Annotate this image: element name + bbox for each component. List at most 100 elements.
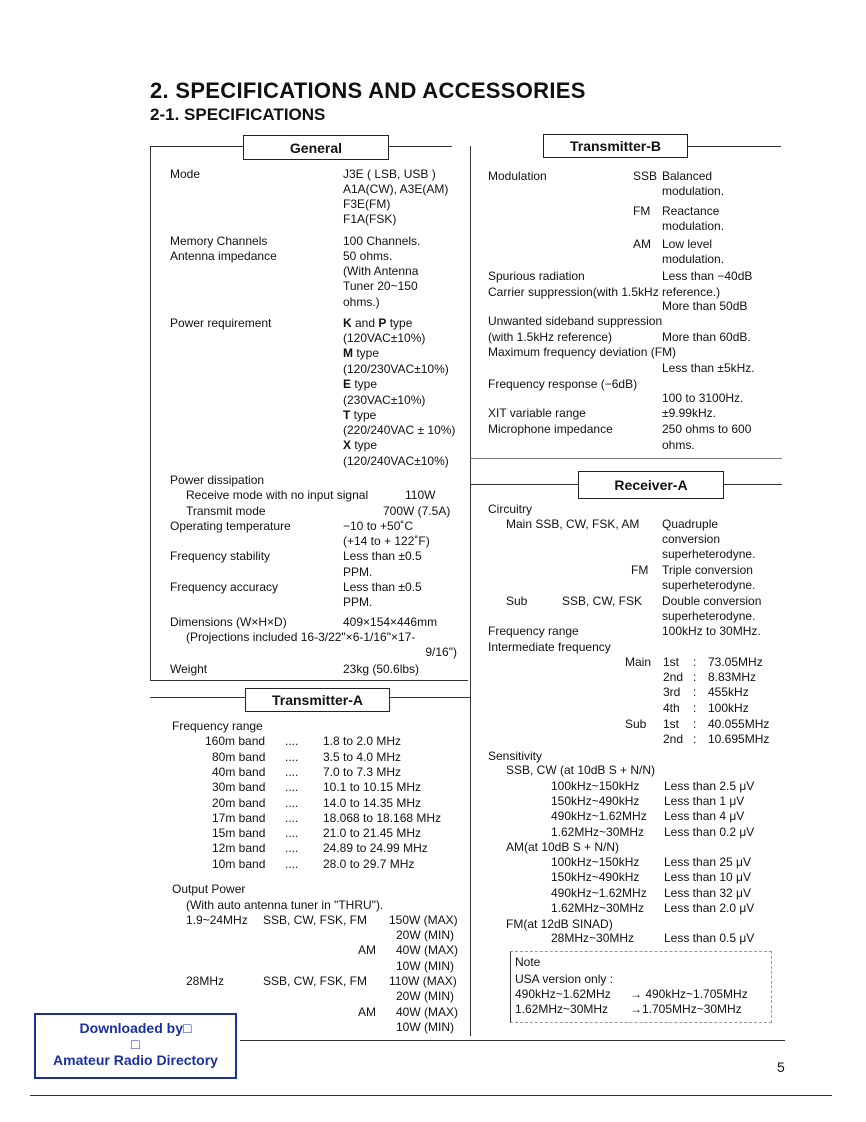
receiver-a-value: Less than 25 μV [664, 855, 751, 869]
transmitter-a-label: 15m band [212, 826, 266, 840]
divider [686, 146, 781, 147]
general-label: Dimensions (W×H×D) [170, 615, 287, 629]
transmitter-a-label: 30m band [212, 780, 266, 794]
note-value: →1.705MHz~30MHz [630, 1002, 742, 1016]
transmitter-a-label: (With auto antenna tuner in "THRU"). [186, 898, 384, 912]
transmitter-b-label: Spurious radiation [488, 269, 585, 283]
divider [470, 458, 782, 459]
receiver-a-value: Less than 32 μV [664, 886, 751, 900]
transmitter-b-value: ohms. [662, 438, 695, 452]
general-value: −10 to +50˚C [343, 519, 414, 533]
page-number: 5 [777, 1059, 785, 1075]
general-label: Frequency stability [170, 549, 271, 563]
receiver-a-label: 100kHz~150kHz [551, 855, 640, 869]
general-value: 700W (7.5A) [383, 504, 451, 518]
transmitter-a-label: Frequency range [172, 719, 263, 733]
transmitter-a-label: 80m band [212, 750, 266, 764]
transmitter-b-label: Microphone impedance [488, 422, 613, 436]
general-value: 9/16") [425, 645, 457, 659]
receiver-a-label: Sub [625, 717, 647, 731]
transmitter-a-label: 12m band [212, 841, 266, 855]
general-value: PPM. [343, 595, 373, 609]
divider [722, 484, 782, 485]
transmitter-b-label: Modulation [488, 169, 547, 183]
transmitter-a-value: 14.0 to 14.35 MHz [323, 796, 422, 810]
general-label: Mode [170, 167, 201, 181]
transmitter-b-value: Less than ±5kHz. [662, 361, 755, 375]
transmitter-a-value: 40W (MAX) [396, 1005, 459, 1019]
transmitter-a-value: SSB, CW, FSK, FM [263, 913, 368, 927]
transmitter-a-label: 17m band [212, 811, 266, 825]
page-title: 2. SPECIFICATIONS AND ACCESSORIES [150, 78, 586, 103]
transmitter-a-label: 1.9~24MHz [186, 913, 248, 927]
transmitter-a-value: 18.068 to 18.168 MHz [323, 811, 442, 825]
watermark-line: □ [131, 1036, 140, 1052]
receiver-a-value: Less than 1 μV [664, 794, 745, 808]
receiver-a-value: 2nd [663, 670, 684, 684]
receiver-a-value: FM [631, 563, 649, 577]
receiver-a-value: 1st [663, 655, 680, 669]
receiver-a-value: 4th [663, 701, 680, 715]
general-value: J3E ( LSB, USB ) [343, 167, 436, 181]
receiver-a-label: FM(at 12dB SINAD) [506, 917, 613, 931]
transmitter-b-value: Reactance [662, 204, 720, 218]
transmitter-b-value: modulation. [662, 252, 725, 266]
general-label: Transmit mode [186, 504, 266, 518]
footer-rule [30, 1095, 832, 1096]
transmitter-b-value: FM [633, 204, 651, 218]
transmitter-b-value: Balanced [662, 169, 713, 183]
receiver-a-label: Intermediate frequency [488, 640, 611, 654]
receiver-a-value: superheterodyne. [662, 578, 756, 592]
receiver-a-value: Quadruple [662, 517, 719, 531]
transmitter-a-value: 10W (MIN) [396, 1020, 454, 1034]
receiver-a-value: 10.695MHz [708, 732, 770, 746]
general-value: (230VAC±10%) [343, 393, 426, 407]
transmitter-a-value: AM [358, 943, 376, 957]
receiver-a-label: 150kHz~490kHz [551, 794, 640, 808]
transmitter-a-value: .... [285, 796, 299, 810]
receiver-a-label: Main [625, 655, 652, 669]
general-value: (With Antenna [343, 264, 419, 278]
receiver-a-value: 100kHz [708, 701, 749, 715]
receiver-a-label: 490kHz~1.62MHz [551, 809, 647, 823]
general-value: F3E(FM) [343, 197, 391, 211]
receiver-a-value: Less than 10 μV [664, 870, 751, 884]
receiver-a-value: Less than 4 μV [664, 809, 745, 823]
transmitter-b-value: More than 60dB. [662, 330, 751, 344]
divider [240, 1040, 785, 1041]
general-value: (220/240VAC ± 10%) [343, 423, 456, 437]
receiver-a-value: 1st [663, 717, 680, 731]
receiver-a-label: Sensitivity [488, 749, 543, 763]
general-value: E type [343, 377, 378, 391]
transmitter-a-label: 10m band [212, 857, 266, 871]
transmitter-a-value: 20W (MIN) [396, 989, 454, 1003]
transmitter-b-value: 100 to 3100Hz. [662, 391, 744, 405]
note-value: → 490kHz~1.705MHz [630, 987, 748, 1001]
transmitter-b-heading: Transmitter-B [543, 134, 688, 158]
general-value: (120/230VAC±10%) [343, 362, 449, 376]
transmitter-b-value: AM [633, 237, 651, 251]
receiver-a-value: Double conversion [662, 594, 762, 608]
transmitter-b-value: SSB [633, 169, 658, 183]
note-label: USA version only : [515, 972, 614, 986]
note-label: 1.62MHz~30MHz [515, 1002, 609, 1016]
transmitter-a-value: 21.0 to 21.45 MHz [323, 826, 422, 840]
transmitter-a-value: .... [285, 780, 299, 794]
receiver-a-value: 2nd [663, 732, 684, 746]
note-box [510, 951, 772, 1023]
transmitter-a-value: 3.5 to 4.0 MHz [323, 750, 402, 764]
divider [150, 146, 243, 147]
general-label: Operating temperature [170, 519, 291, 533]
receiver-a-label: 490kHz~1.62MHz [551, 886, 647, 900]
general-value: 50 ohms. [343, 249, 393, 263]
receiver-a-value: : [693, 685, 697, 699]
general-value: M type [343, 346, 380, 360]
receiver-a-value: : [693, 655, 697, 669]
transmitter-a-label: Output Power [172, 882, 246, 896]
general-label: Antenna impedance [170, 249, 277, 263]
transmitter-b-value: modulation. [662, 184, 725, 198]
divider [150, 697, 245, 698]
receiver-a-label: Frequency range [488, 624, 579, 638]
receiver-a-label: Sub [506, 594, 528, 608]
